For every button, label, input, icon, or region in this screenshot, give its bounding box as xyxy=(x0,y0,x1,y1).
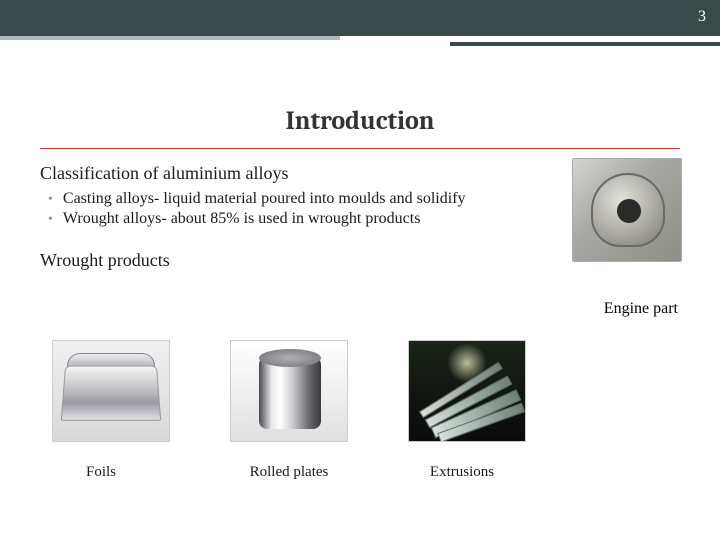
engine-bore xyxy=(617,199,641,223)
slide-title: Introduction xyxy=(40,106,680,136)
rolled-plates-image xyxy=(230,340,348,442)
bullet-marker: • xyxy=(48,192,53,208)
bullet-text: Wrought alloys- about 85% is used in wro… xyxy=(63,210,421,228)
title-underline xyxy=(40,148,680,149)
bullet-text: Casting alloys- liquid material poured i… xyxy=(63,190,466,208)
engine-part-caption: Engine part xyxy=(604,300,678,318)
accent-line-light xyxy=(0,36,340,40)
accent-line-dark xyxy=(450,42,720,46)
foil-sheet-shape xyxy=(61,366,162,421)
extrusions-image xyxy=(408,340,526,442)
header-accent xyxy=(0,36,720,50)
product-label: Extrusions xyxy=(430,464,494,481)
slide-header-bar: 3 xyxy=(0,0,720,36)
plate-top-ellipse xyxy=(259,349,321,367)
product-extrusions: Extrusions xyxy=(408,340,526,481)
product-foils: Foils xyxy=(52,340,170,481)
page-number: 3 xyxy=(698,8,706,26)
product-rolled-plates: Rolled plates xyxy=(230,340,348,481)
products-row: Foils Rolled plates Extrusions xyxy=(52,340,526,481)
bullet-marker: • xyxy=(48,212,53,228)
foils-image xyxy=(52,340,170,442)
engine-part-image xyxy=(572,158,682,262)
product-label: Rolled plates xyxy=(250,464,329,481)
product-label: Foils xyxy=(86,464,116,481)
